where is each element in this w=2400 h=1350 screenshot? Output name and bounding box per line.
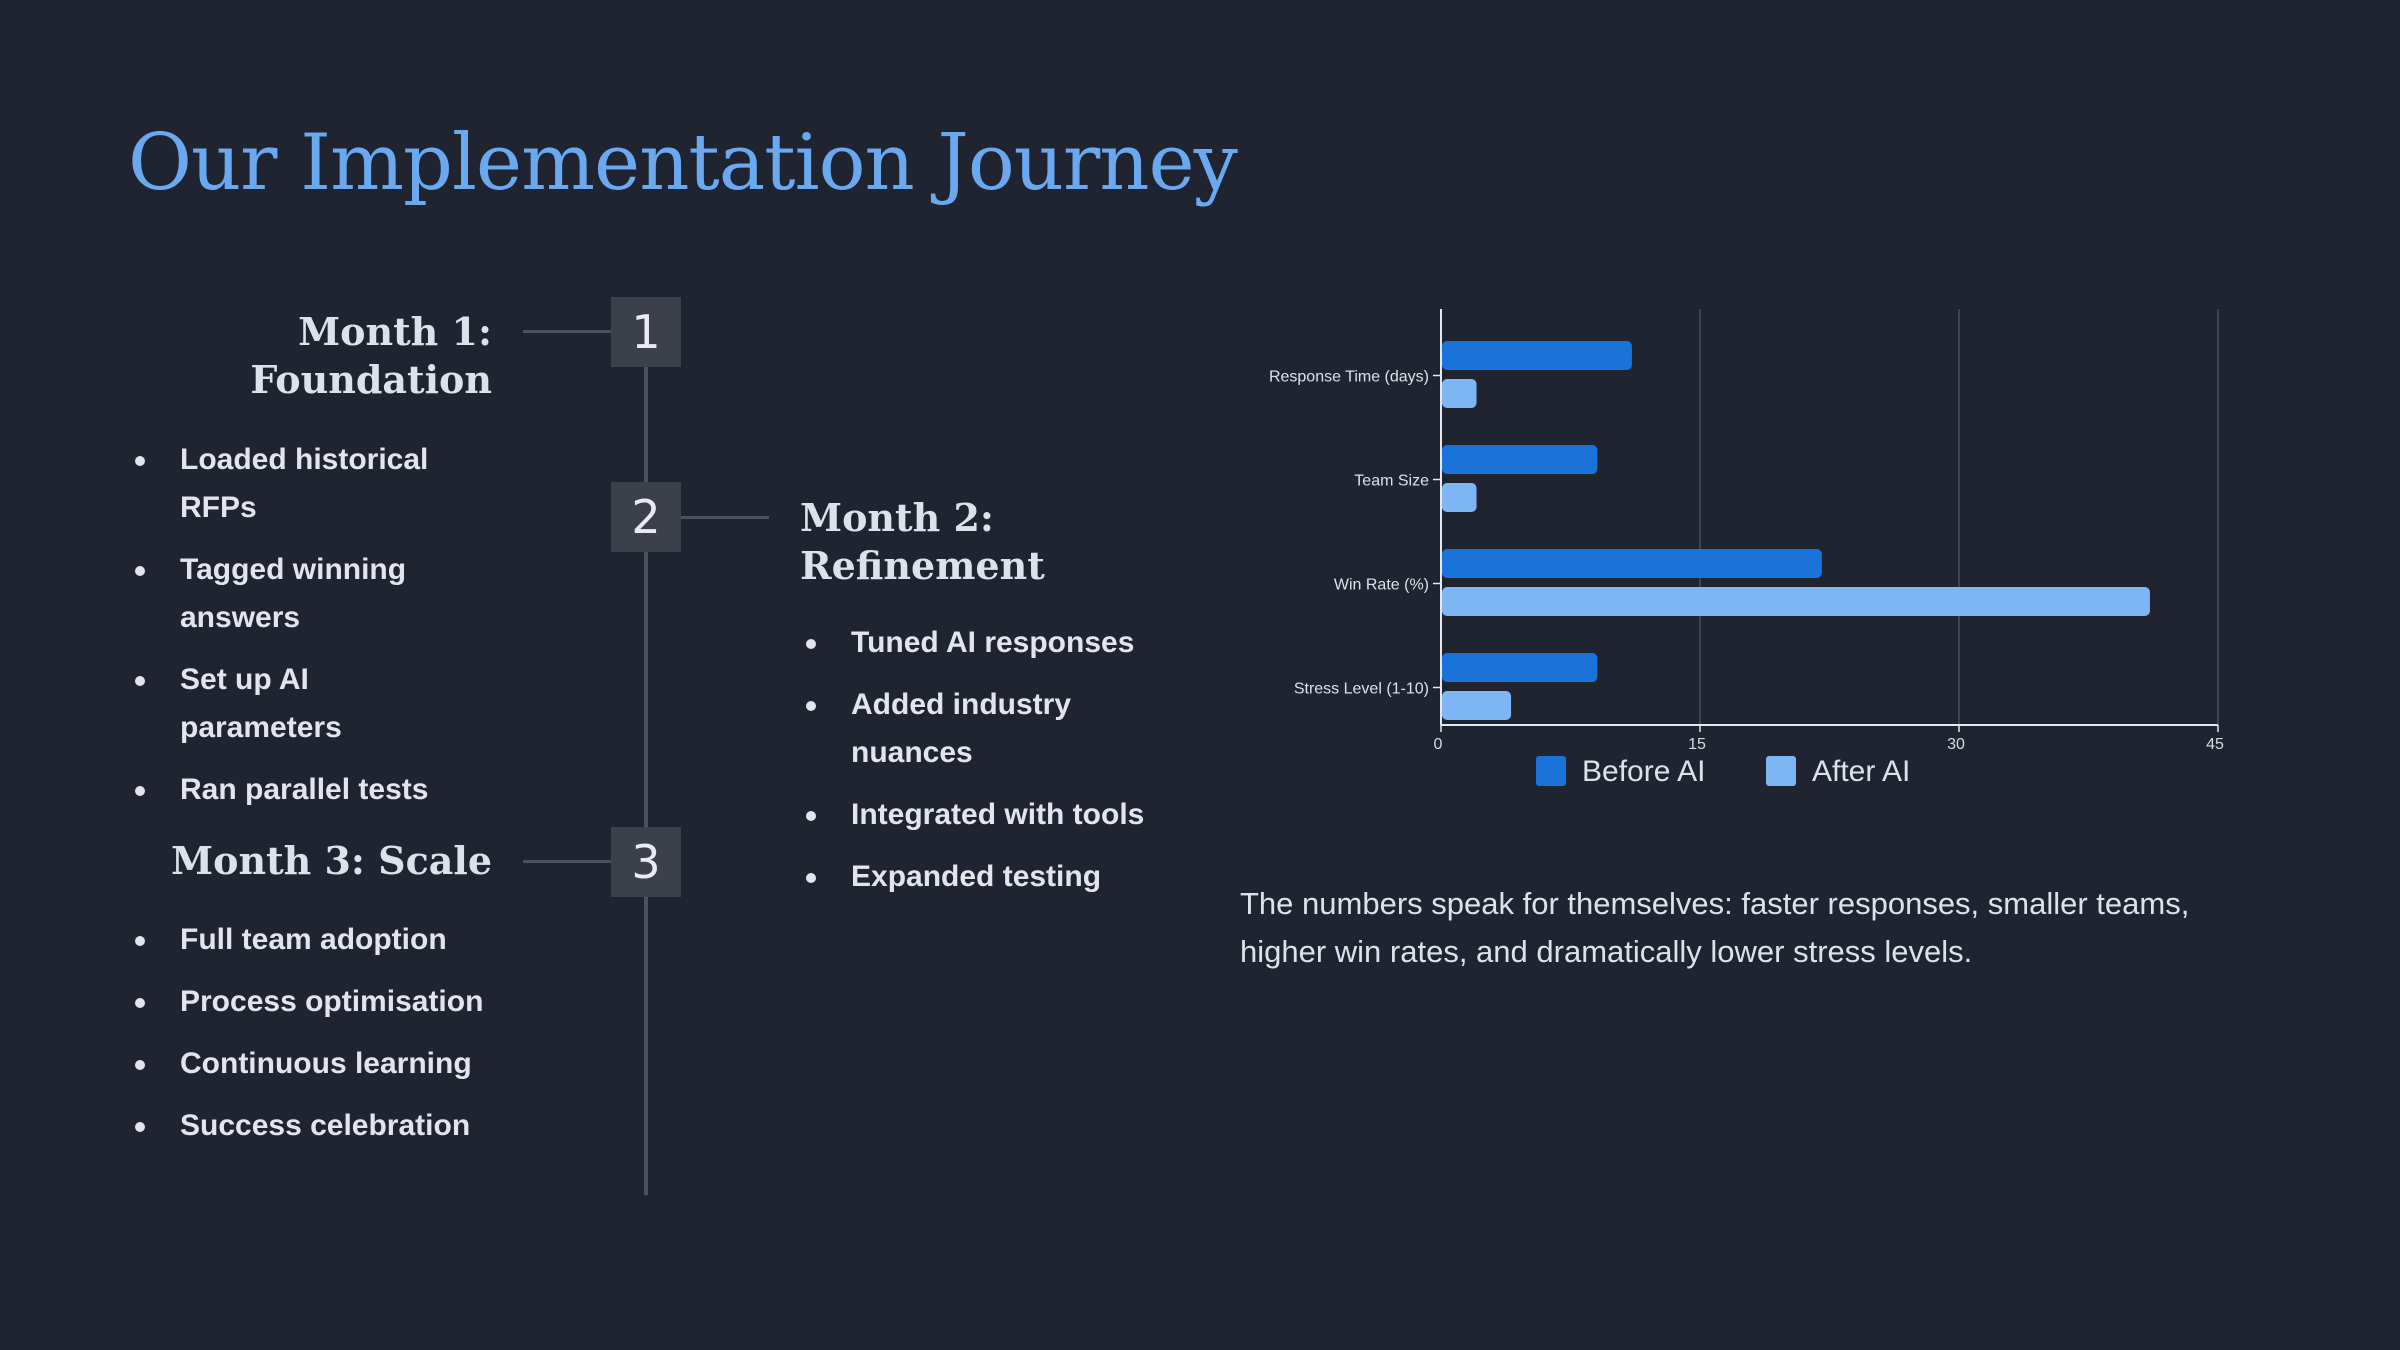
- step-3-title: Month 3: Scale: [150, 837, 492, 885]
- list-item: Tagged winning answers: [128, 546, 468, 642]
- step-1-list: Loaded historical RFPs Tagged winning an…: [128, 436, 468, 828]
- comparison-bar-chart: 0 15 30 45 Response Time (days) Team Size Win …: [1269, 309, 2224, 788]
- timeline-line: [644, 300, 648, 1195]
- step-3-number: 3: [611, 827, 681, 897]
- connector-step-3: [523, 860, 613, 863]
- legend-label: Before AI: [1582, 755, 1705, 788]
- list-item: Full team adoption: [128, 916, 548, 964]
- step-2-title: Month 2: Refinement: [800, 494, 1100, 590]
- bar-before-ai: [1442, 653, 1598, 682]
- list-item: Tuned AI responses: [799, 619, 1179, 667]
- bar-after-ai: [1442, 691, 1512, 720]
- list-item: Process optimisation: [128, 978, 548, 1026]
- step-2-title-line1: Month 2:: [800, 495, 994, 540]
- list-item: Expanded testing: [799, 853, 1179, 901]
- step-1-title-line2: Foundation: [250, 357, 492, 402]
- list-item: Integrated with tools: [799, 791, 1179, 839]
- list-item: Ran parallel tests: [128, 766, 468, 814]
- legend-swatch: [1766, 756, 1796, 786]
- chart-caption: The numbers speak for themselves: faster…: [1240, 886, 2190, 969]
- connector-step-2: [681, 516, 769, 519]
- x-tick-label: 15: [1688, 736, 1706, 753]
- step-1-title-line1: Month 1:: [298, 309, 492, 354]
- bar-before-ai: [1442, 549, 1822, 578]
- list-item: Set up AI parameters: [128, 656, 468, 752]
- step-2-list: Tuned AI responses Added industry nuance…: [799, 619, 1179, 915]
- x-tick-label: 30: [1947, 736, 1965, 753]
- legend-label: After AI: [1812, 755, 1910, 788]
- list-item: Success celebration: [128, 1102, 548, 1150]
- list-item: Continuous learning: [128, 1040, 548, 1088]
- step-1-number: 1: [611, 297, 681, 367]
- list-item: Added industry nuances: [799, 681, 1179, 777]
- list-item: Loaded historical RFPs: [128, 436, 468, 532]
- step-3-list: Full team adoption Process optimisation …: [128, 916, 548, 1164]
- x-tick-label: 0: [1434, 736, 1443, 753]
- bar-before-ai: [1442, 445, 1598, 474]
- connector-step-1: [523, 330, 613, 333]
- legend-swatch: [1536, 756, 1566, 786]
- step-2-title-line2: Refinement: [800, 543, 1045, 588]
- bar-after-ai: [1442, 587, 2150, 616]
- y-tick-label: Team Size: [1354, 473, 1429, 490]
- y-tick-label: Win Rate (%): [1334, 577, 1429, 594]
- step-1-title: Month 1: Foundation: [190, 308, 492, 404]
- step-3-title-line1: Month 3: Scale: [171, 838, 492, 883]
- page-title: Our Implementation Journey: [128, 118, 1238, 208]
- y-tick-label: Stress Level (1-10): [1294, 681, 1429, 698]
- bar-before-ai: [1442, 341, 1632, 370]
- x-tick-label: 45: [2206, 736, 2224, 753]
- bar-after-ai: [1442, 379, 1477, 408]
- bar-after-ai: [1442, 483, 1477, 512]
- y-tick-label: Response Time (days): [1269, 369, 1429, 386]
- step-2-number: 2: [611, 482, 681, 552]
